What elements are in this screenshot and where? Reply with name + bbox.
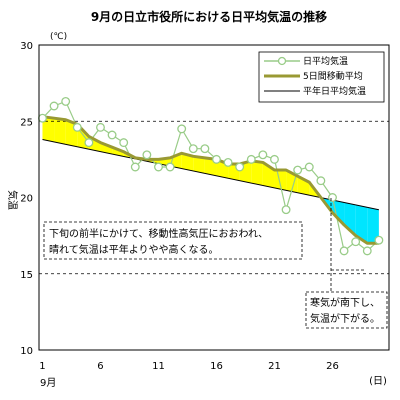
chart-title: 9月の日立市役所における日平均気温の推移 [91,9,327,24]
daily-point-19 [246,154,256,164]
daily-point-12 [165,162,175,172]
y-tick-labels: 10 15 20 25 30 [20,41,33,357]
daily-point-2 [49,101,59,111]
legend: 日平均気温 5日間移動平均 平年日平均気温 [258,51,385,103]
daily-point-14 [188,144,198,154]
legend-marker-daily [277,56,287,66]
y-unit-label: (℃) [50,32,67,42]
y-axis-label: 気温 [6,190,19,210]
daily-point-15 [200,144,210,154]
daily-point-9 [130,162,140,172]
annotation-cold-line-1: 寒気が南下し、 [310,296,380,309]
daily-point-21 [270,154,279,164]
x-tick-11: 11 [152,361,165,372]
y-tick-25: 25 [20,117,33,128]
x-tick-16: 16 [210,361,223,372]
x-tick-21: 21 [268,361,281,372]
x-tick-1: 1 [39,361,45,372]
y-tick-15: 15 [20,270,33,281]
warm-fill-18-0 [251,160,263,186]
plot-frame [38,44,390,351]
x-unit-label: (日) [369,376,387,387]
warm-fill-0-0 [42,116,55,142]
warm-fill-20-0 [274,170,287,191]
cold-fill-28-0 [367,207,379,244]
x-tick-6: 6 [97,361,103,372]
warm-fill-12-0 [181,153,194,171]
x-tick-26: 26 [326,361,339,372]
y-tick-10: 10 [20,346,33,357]
y-tick-20: 20 [20,194,33,205]
daily-point-29 [362,246,372,256]
daily-point-25 [316,176,326,186]
daily-point-23 [293,165,303,175]
daily-point-24 [304,162,314,172]
warm-fill-13-0 [193,156,205,174]
daily-point-16 [212,154,221,164]
daily-point-28 [351,237,361,247]
daily-point-6 [96,122,105,132]
legend-label-moving-avg: 5日間移動平均 [303,70,363,82]
moving-average-line [42,115,379,245]
cold-fill-27-0 [355,204,368,244]
x-month-label: 9月 [40,377,56,389]
legend-label-daily: 日平均気温 [303,55,348,67]
annotation-warm-line-1: 下旬の前半にかけて、移動性高気圧におおわれ、 [49,227,268,240]
daily-point-4 [72,122,82,132]
daily-point-7 [107,130,117,140]
warm-fill-5-0 [100,142,113,155]
y-tick-30: 30 [20,41,33,52]
annotation-cold: 寒気が南下し、 気温が下がる。 [305,198,388,329]
daily-point-17 [223,157,233,167]
daily-point-13 [177,124,187,134]
daily-point-1 [38,113,47,123]
daily-point-26 [328,193,337,202]
daily-point-18 [235,162,245,172]
daily-points [38,96,384,256]
annotation-cold-line-2: 気温が下がる。 [310,312,380,325]
warm-fill-1-0 [54,118,66,145]
daily-point-22 [281,205,291,215]
grid-lines [39,120,389,275]
cold-fill-25-0 [332,200,345,225]
daily-point-5 [84,138,94,148]
daily-point-27 [339,246,349,256]
annotation-cold-box [305,291,388,329]
x-tick-labels: 1 6 11 16 21 26 [39,361,339,372]
annotation-warm-line-2: 晴れて気温は平年よりやや高くなる。 [49,243,219,256]
daily-point-11 [154,162,163,172]
annotation-warm-box [43,221,303,260]
daily-point-30 [374,235,384,245]
daily-point-8 [119,138,129,148]
daily-point-3 [61,96,71,106]
legend-label-normal: 平年日平均気温 [303,85,366,97]
daily-point-20 [258,150,268,160]
daily-point-10 [142,150,152,160]
annotation-warm: 下旬の前半にかけて、移動性高気圧におおわれ、 晴れて気温は平年よりやや高くなる。 [43,221,303,260]
